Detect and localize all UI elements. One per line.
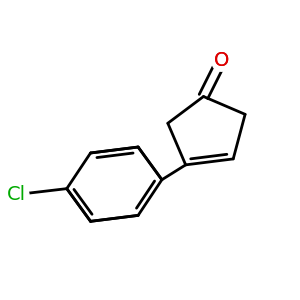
Text: O: O <box>214 51 229 70</box>
Text: O: O <box>214 51 229 70</box>
Text: Cl: Cl <box>7 185 26 204</box>
